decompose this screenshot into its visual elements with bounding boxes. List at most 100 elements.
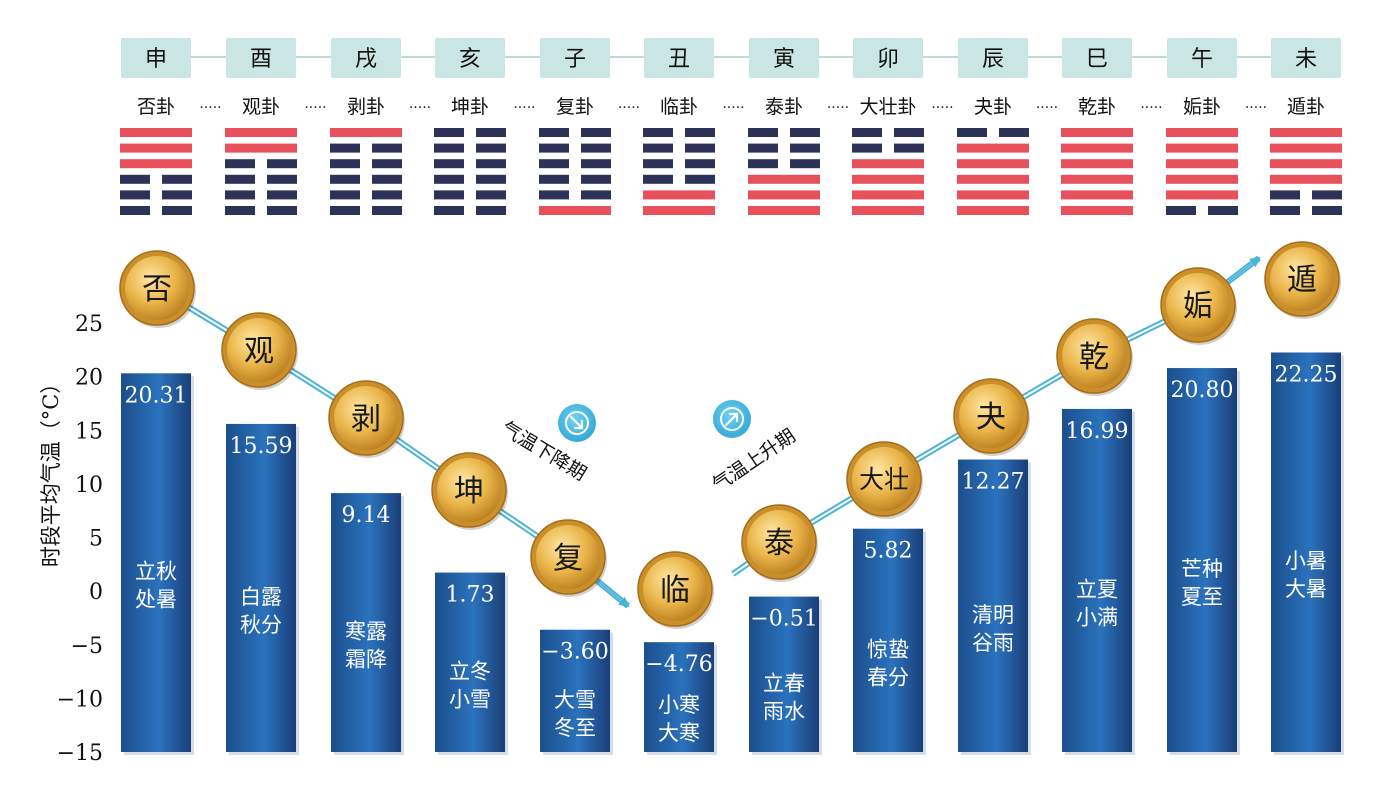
hexagram-coin: 否 bbox=[119, 250, 196, 328]
yin-line-left bbox=[434, 190, 464, 200]
yin-line-right bbox=[790, 159, 820, 169]
yin-line-left bbox=[330, 206, 360, 215]
yin-line-right bbox=[894, 128, 924, 137]
hexagram-coin: 坤 bbox=[431, 452, 508, 530]
yang-line bbox=[1270, 143, 1342, 153]
coin-face bbox=[1166, 273, 1230, 337]
hexagram-name: 泰卦 bbox=[765, 96, 803, 118]
bar-category-label: 大寒 bbox=[658, 721, 700, 745]
yin-line-left bbox=[1270, 190, 1300, 200]
bar-category-label: 秋分 bbox=[240, 613, 282, 637]
yin-line-left bbox=[539, 159, 569, 169]
branch-box bbox=[540, 38, 610, 78]
branch-label: 子 bbox=[564, 47, 586, 72]
yin-line-left bbox=[1270, 206, 1300, 215]
yin-line-left bbox=[957, 128, 987, 137]
yang-line bbox=[852, 159, 924, 169]
hexagram-name: 夬卦 bbox=[974, 96, 1012, 118]
bar-category-label: 白露 bbox=[240, 585, 282, 609]
yin-line-right bbox=[790, 128, 820, 137]
yin-line-left bbox=[330, 190, 360, 200]
yin-line-left bbox=[330, 143, 360, 153]
hexagram-coin: 夬 bbox=[953, 378, 1030, 456]
branch-box bbox=[1062, 38, 1132, 78]
hexagram-separator: ····· bbox=[409, 100, 431, 116]
bar-category-label: 大暑 bbox=[1285, 577, 1327, 601]
yin-line-right bbox=[685, 128, 715, 137]
bar bbox=[226, 423, 296, 752]
branch-box bbox=[1271, 38, 1341, 78]
yin-line-right bbox=[267, 174, 297, 184]
bar-category-label: 立冬 bbox=[449, 659, 491, 683]
hexagram-names-row: 否卦 ····· 观卦 ····· 剥卦 ····· 坤卦 ····· 复卦 ····· 临卦 ···… bbox=[137, 96, 1325, 118]
hexagram-name: 否卦 bbox=[137, 96, 175, 118]
yin-line-right bbox=[581, 159, 611, 169]
yang-line bbox=[957, 174, 1029, 184]
hexagram-name: 大壮卦 bbox=[859, 96, 916, 118]
yang-line bbox=[1061, 190, 1133, 200]
yin-line-left bbox=[748, 159, 778, 169]
yin-line-left bbox=[539, 190, 569, 200]
hexagram-name: 乾卦 bbox=[1078, 96, 1116, 118]
yang-line bbox=[643, 206, 715, 215]
y-tick-label: −15 bbox=[57, 741, 103, 766]
yin-line-right bbox=[162, 206, 192, 215]
bar-value-label: −3.60 bbox=[541, 640, 608, 665]
coin-label: 遁 bbox=[1287, 263, 1317, 298]
hexagram-name: 临卦 bbox=[660, 96, 698, 118]
branch-box bbox=[1167, 38, 1237, 78]
bar-value-label: 20.80 bbox=[1171, 378, 1234, 403]
coin-face bbox=[437, 458, 501, 522]
yin-line-right bbox=[685, 143, 715, 153]
yin-line-left bbox=[852, 143, 882, 153]
hexagram-coin: 姤 bbox=[1160, 267, 1237, 345]
yang-line bbox=[330, 128, 402, 137]
hexagram-symbols-row bbox=[120, 128, 1342, 215]
yin-line-left bbox=[643, 128, 673, 137]
branch-box bbox=[749, 38, 819, 78]
yin-line-right bbox=[267, 159, 297, 169]
yang-line bbox=[852, 206, 924, 215]
branch-label: 亥 bbox=[459, 47, 481, 72]
coin-label: 复 bbox=[553, 541, 583, 576]
yin-line-left bbox=[748, 128, 778, 137]
yin-line-right bbox=[685, 159, 715, 169]
bar-category-label: 夏至 bbox=[1181, 585, 1223, 609]
yang-line bbox=[1270, 128, 1342, 137]
arrow-down-right-icon-ring bbox=[565, 411, 589, 435]
yin-line-right bbox=[999, 128, 1029, 137]
coin-label: 夬 bbox=[976, 400, 1006, 435]
bar bbox=[435, 572, 505, 752]
hexagram-separator: ····· bbox=[1140, 100, 1162, 116]
hexagram-coin: 大壮 bbox=[846, 441, 923, 519]
branch-box bbox=[226, 38, 296, 78]
coin-face bbox=[1270, 247, 1334, 311]
yin-line-right bbox=[476, 143, 506, 153]
hexagram-separator: ····· bbox=[722, 100, 744, 116]
hexagram-name: 复卦 bbox=[556, 96, 594, 118]
branch-label: 卯 bbox=[877, 47, 899, 72]
yin-line-right bbox=[162, 174, 192, 184]
yin-line-left bbox=[643, 143, 673, 153]
yin-line-right bbox=[894, 143, 924, 153]
yang-line bbox=[1166, 143, 1238, 153]
yin-line-right bbox=[372, 174, 402, 184]
yin-line-right bbox=[581, 143, 611, 153]
bar-category-label: 处暑 bbox=[135, 588, 177, 612]
yin-line-right bbox=[581, 128, 611, 137]
yang-line bbox=[957, 206, 1029, 215]
bar bbox=[331, 493, 401, 752]
yang-line bbox=[225, 143, 297, 153]
bar bbox=[853, 528, 923, 752]
y-axis-label: 时段平均气温（°C） bbox=[39, 373, 63, 568]
yin-line-left bbox=[539, 128, 569, 137]
bar bbox=[958, 459, 1028, 752]
bar-value-label: −0.51 bbox=[750, 607, 817, 632]
hexagram-separator: ····· bbox=[304, 100, 326, 116]
yin-line-left bbox=[643, 159, 673, 169]
yin-line-right bbox=[476, 190, 506, 200]
coin-label: 姤 bbox=[1183, 289, 1213, 324]
yang-line bbox=[748, 174, 820, 184]
yin-line-left bbox=[1166, 206, 1196, 215]
